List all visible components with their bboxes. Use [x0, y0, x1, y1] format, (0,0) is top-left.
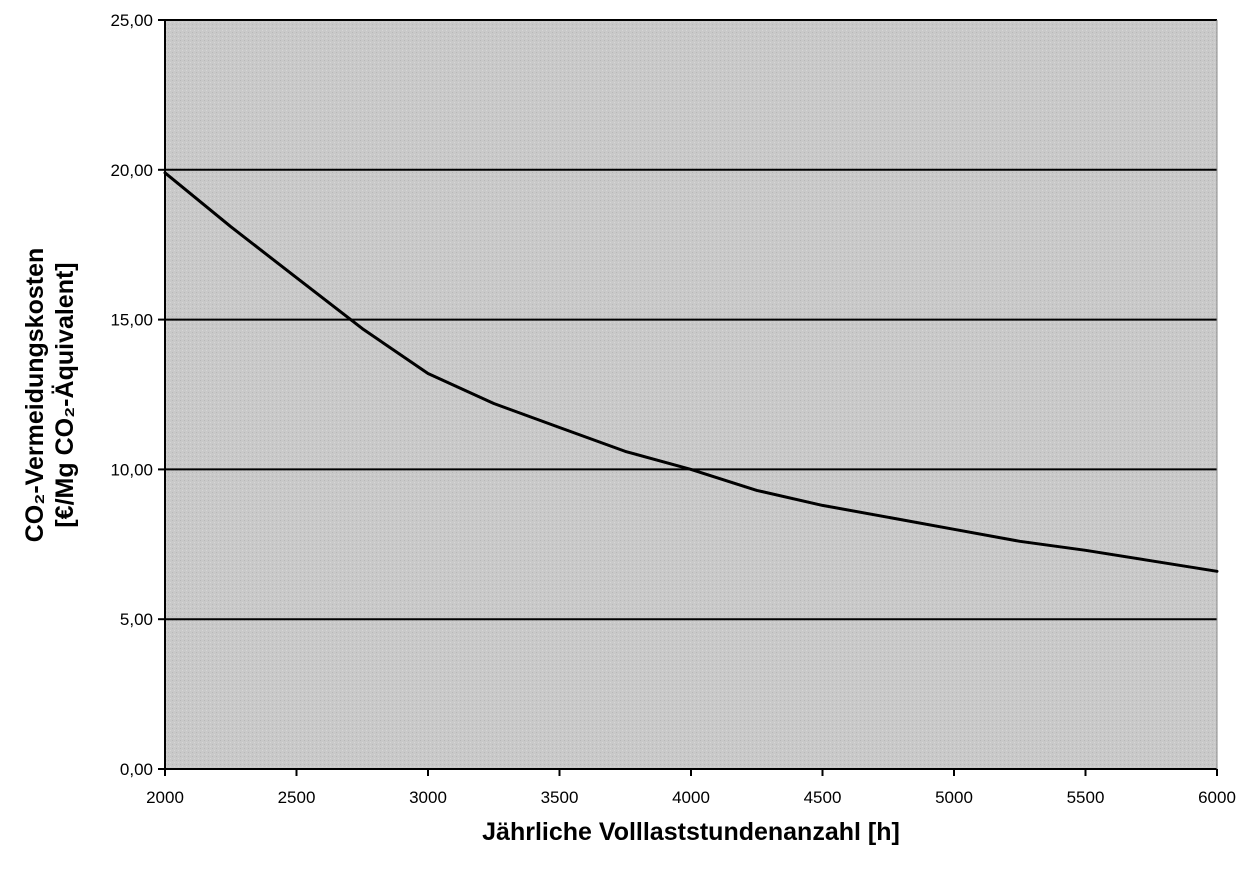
y-axis-title-line1: CO₂-Vermeidungskosten	[21, 248, 49, 543]
x-tick-label-0: 2000	[146, 788, 184, 807]
y-tick-label-4: 20,00	[110, 161, 153, 180]
plot-area	[165, 20, 1217, 769]
y-tick-label-1: 5,00	[120, 610, 153, 629]
y-axis-title-line2: [€/Mg CO₂-Äquivalent]	[51, 262, 79, 527]
y-tick-label-5: 25,00	[110, 11, 153, 30]
x-tick-label-6: 5000	[935, 788, 973, 807]
x-tick-label-8: 6000	[1198, 788, 1236, 807]
x-axis-title: Jährliche Volllaststundenanzahl [h]	[482, 818, 900, 846]
y-tick-label-2: 10,00	[110, 460, 153, 479]
y-tick-label-3: 15,00	[110, 311, 153, 330]
x-tick-label-3: 3500	[541, 788, 579, 807]
y-tick-label-0: 0,00	[120, 760, 153, 779]
x-tick-label-4: 4000	[672, 788, 710, 807]
x-tick-label-2: 3000	[409, 788, 447, 807]
x-tick-label-1: 2500	[278, 788, 316, 807]
x-tick-label-7: 5500	[1067, 788, 1105, 807]
y-axis-title: CO₂-Vermeidungskosten [€/Mg CO₂-Äquivale…	[21, 248, 79, 543]
x-tick-label-5: 4500	[804, 788, 842, 807]
